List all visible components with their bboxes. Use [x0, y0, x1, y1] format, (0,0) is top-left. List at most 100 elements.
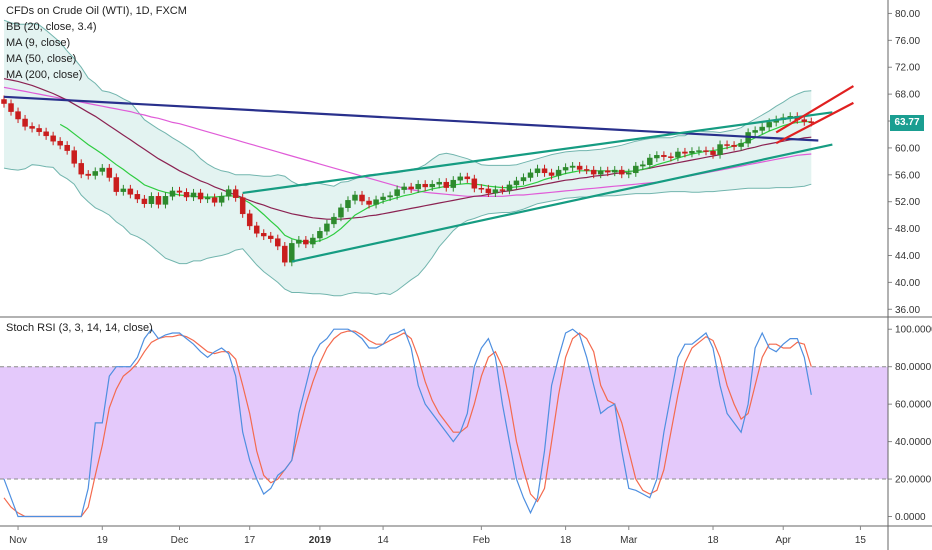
bb-lower-line — [3, 164, 812, 297]
candle-body — [640, 164, 646, 167]
osc-y-tick-label: 100.0000 — [895, 325, 932, 336]
candle-body — [534, 168, 541, 174]
candle-body — [576, 165, 583, 170]
candle-body — [541, 168, 548, 174]
candle-body — [232, 189, 239, 198]
candle-body — [506, 184, 513, 191]
candle-body — [289, 243, 295, 263]
candle-body — [303, 239, 309, 245]
price-y-tick-label: 36.00 — [895, 305, 920, 316]
trend-line-red-channel-lower — [775, 101, 854, 145]
price-pane — [1, 19, 854, 297]
candle-body — [527, 172, 534, 178]
candle-body — [352, 194, 358, 201]
candle-body — [752, 130, 758, 133]
candle-body — [260, 233, 267, 237]
candle-body — [155, 196, 162, 205]
price-y-tick-label: 80.00 — [895, 9, 920, 20]
candle-body — [78, 163, 84, 175]
chart-title: CFDs on Crude Oil (WTI), 1D, FXCM — [6, 5, 187, 17]
candle-body — [668, 156, 674, 158]
price-y-tick-label: 72.00 — [895, 63, 920, 74]
candle-body — [604, 170, 611, 173]
candle-body — [113, 177, 120, 192]
stoch-d-line — [3, 330, 812, 518]
stoch-k-line — [3, 328, 812, 518]
candle-body — [50, 135, 56, 142]
legend-ma9: MA (9, close) — [6, 37, 71, 49]
candle-body — [148, 196, 155, 204]
x-tick-label: Nov — [9, 535, 27, 546]
price-y-tick-label: 52.00 — [895, 197, 920, 208]
candle-body — [296, 239, 302, 244]
candle-body — [1, 99, 7, 104]
candle-body — [492, 189, 499, 194]
candle-body — [8, 103, 14, 112]
bollinger-band-fill — [4, 20, 812, 296]
candle-body — [464, 176, 471, 180]
candle-body — [169, 190, 176, 197]
candle-body — [457, 176, 464, 181]
oscillator-title: Stoch RSI (3, 3, 14, 14, close) — [6, 322, 153, 334]
candle-body — [450, 179, 457, 188]
candle-body — [499, 189, 506, 191]
candle-body — [43, 131, 49, 137]
candle-body — [197, 192, 204, 200]
candle-body — [246, 213, 253, 227]
candle-body — [569, 165, 576, 168]
candle-body — [310, 237, 316, 245]
x-tick-label: 18 — [560, 535, 572, 546]
candle-body — [654, 155, 660, 159]
candle-body — [268, 235, 274, 239]
candle-body — [99, 167, 106, 172]
x-tick-label: Feb — [473, 535, 491, 546]
candle-body — [696, 150, 702, 152]
candle-body — [478, 188, 485, 190]
trend-line-channel-upper — [242, 111, 833, 195]
candle-body — [555, 169, 562, 176]
candle-body — [324, 223, 330, 232]
candle-body — [190, 192, 197, 198]
candle-body — [766, 122, 772, 128]
candle-body — [415, 183, 421, 190]
candle-body — [717, 144, 723, 155]
candle-body — [647, 157, 653, 165]
legend-ma200: MA (200, close) — [6, 69, 83, 81]
candle-body — [22, 118, 28, 127]
candle-body — [731, 144, 737, 147]
candle-body — [703, 150, 709, 152]
candle-body — [562, 167, 569, 171]
candle-body — [36, 128, 42, 133]
candle-body — [471, 178, 478, 189]
candle-body — [359, 194, 365, 202]
candle-body — [71, 150, 77, 164]
osc-y-tick-label: 60.0000 — [895, 400, 932, 411]
x-tick-label: Mar — [620, 535, 638, 546]
price-y-tick-label: 68.00 — [895, 90, 920, 101]
candle-body — [429, 183, 435, 188]
candle-body — [15, 111, 21, 120]
x-tick-label: 18 — [707, 535, 719, 546]
candle-body — [380, 196, 386, 200]
candle-body — [801, 119, 808, 122]
candle-body — [597, 170, 604, 175]
x-tick-label: 14 — [378, 535, 390, 546]
candle-body — [675, 151, 681, 158]
x-tick-label: Apr — [775, 535, 791, 546]
candle-body — [590, 169, 597, 175]
candle-body — [759, 126, 765, 131]
osc-y-tick-label: 20.0000 — [895, 475, 932, 486]
trend-line-channel-lower — [291, 143, 833, 263]
candle-body — [345, 200, 351, 209]
candle-body — [29, 126, 35, 129]
candle-body — [710, 151, 716, 155]
osc-y-tick-label: 40.0000 — [895, 437, 932, 448]
osc-y-tick-label: 80.0000 — [895, 362, 932, 373]
candle-body — [394, 189, 400, 196]
x-tick-label: 17 — [244, 535, 256, 546]
candle-body — [436, 181, 442, 185]
candle-body — [548, 172, 555, 176]
ma50-line — [3, 78, 812, 220]
